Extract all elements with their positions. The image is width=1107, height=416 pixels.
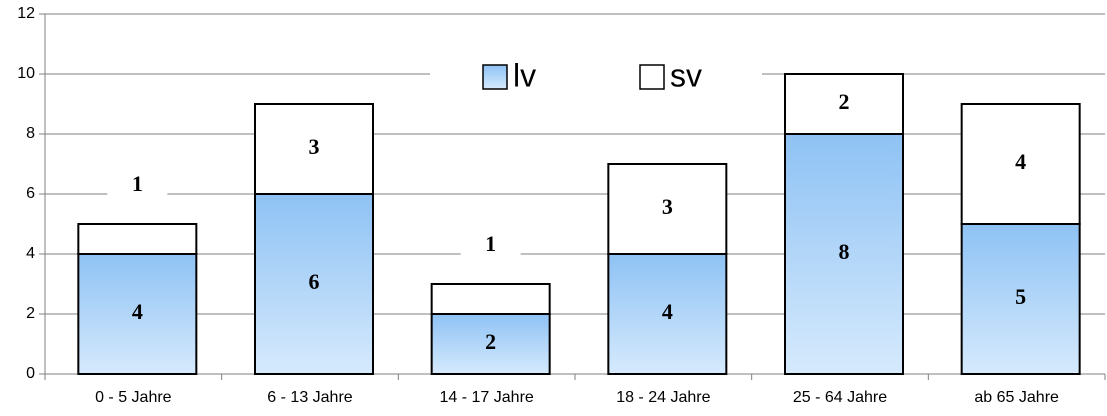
data-label: 8	[839, 239, 850, 264]
data-label: 1	[132, 171, 143, 196]
data-label: 5	[1015, 284, 1026, 309]
legend-label: sv	[670, 57, 702, 93]
data-label: 6	[309, 269, 320, 294]
data-label: 4	[662, 299, 673, 324]
y-tick-label: 4	[26, 245, 35, 262]
data-label: 1	[485, 231, 496, 256]
x-tick-label: 6 - 13 Jahre	[267, 389, 352, 406]
bar-segment	[784, 133, 904, 375]
bar-segment	[960, 103, 1081, 225]
legend-background	[430, 52, 762, 102]
y-tick-label: 8	[26, 125, 35, 142]
data-label: 4	[1015, 149, 1026, 174]
data-label: 2	[839, 89, 850, 114]
y-tick-label: 2	[26, 305, 35, 322]
bar-segment	[77, 223, 198, 255]
data-label: 4	[132, 299, 143, 324]
x-tick-label: 25 - 64 Jahre	[793, 389, 887, 406]
bar-segment	[77, 253, 198, 375]
y-tick-label: 6	[26, 185, 35, 202]
y-tick-label: 12	[17, 5, 35, 22]
bar-segment	[254, 193, 374, 375]
data-label-background	[107, 172, 168, 200]
bar-segment	[960, 223, 1081, 375]
y-tick-label: 10	[17, 65, 35, 82]
bar-segment	[254, 103, 374, 195]
data-label: 2	[485, 329, 496, 354]
y-tick-label: 0	[26, 365, 35, 382]
x-tick-label: 14 - 17 Jahre	[440, 389, 534, 406]
bar-segment	[607, 163, 728, 255]
bar-segment	[430, 283, 551, 315]
legend-label: lv	[513, 57, 536, 93]
data-label: 3	[309, 134, 320, 159]
bar-segment	[607, 253, 728, 375]
bar-segment	[784, 73, 904, 135]
data-label: 3	[662, 194, 673, 219]
x-tick-label: 0 - 5 Jahre	[95, 389, 172, 406]
legend-swatch	[639, 64, 665, 90]
data-label-background	[460, 232, 521, 260]
legend-swatch	[482, 64, 508, 90]
x-tick-label: 18 - 24 Jahre	[616, 389, 710, 406]
bar-segment	[430, 313, 551, 375]
x-tick-label: ab 65 Jahre	[974, 389, 1059, 406]
